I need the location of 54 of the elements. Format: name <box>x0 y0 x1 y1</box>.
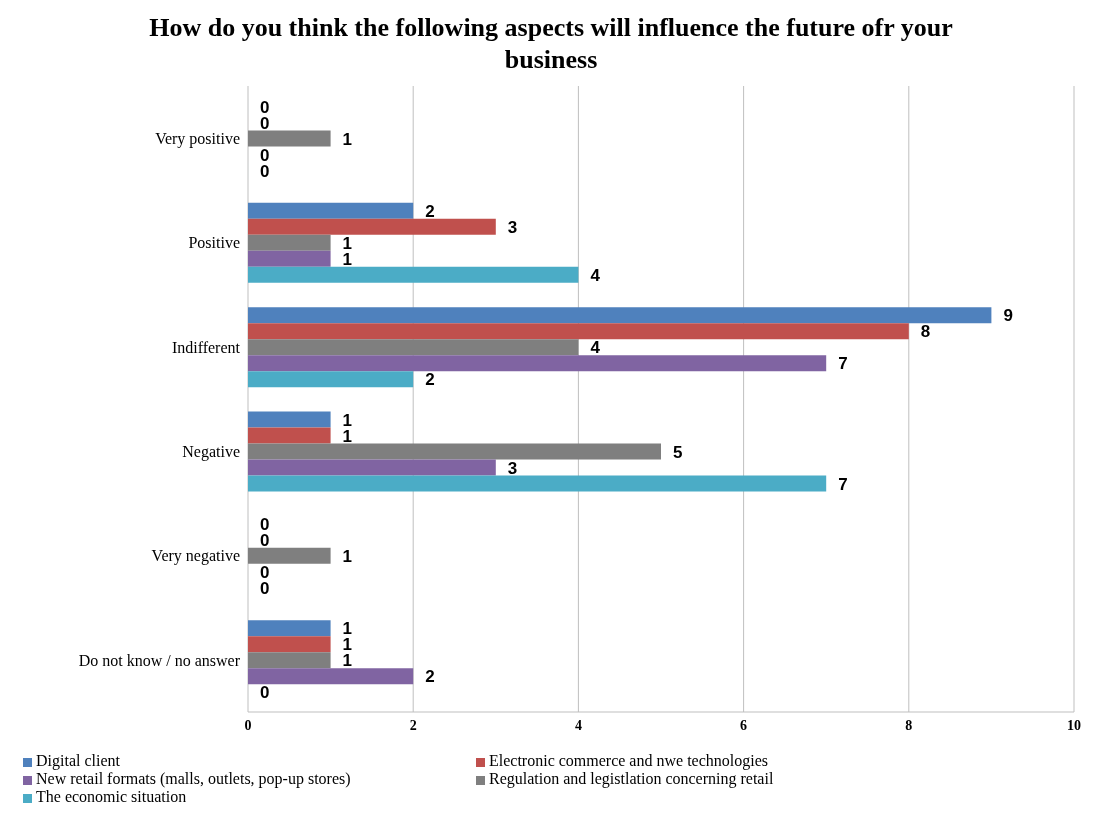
bar <box>248 459 496 476</box>
bar <box>248 475 827 492</box>
data-label: 2 <box>425 370 435 390</box>
bar <box>248 202 414 219</box>
y-tick-label: Negative <box>182 442 240 461</box>
data-label: 2 <box>425 201 435 221</box>
data-label: 7 <box>838 474 848 494</box>
x-tick-label: 10 <box>1067 717 1081 733</box>
data-label: 5 <box>673 442 683 462</box>
bar <box>248 339 579 356</box>
data-label: 4 <box>590 265 601 285</box>
legend-label: Electronic commerce and nwe technologies <box>489 752 769 770</box>
x-tick-label: 0 <box>244 717 252 733</box>
x-tick-label: 6 <box>740 717 748 733</box>
data-label: 3 <box>507 458 518 478</box>
legend-label: Regulation and legistlation concerning retail <box>489 770 775 788</box>
x-tick-label: 4 <box>574 717 582 733</box>
bar <box>248 443 661 460</box>
y-tick-label: Very negative <box>151 547 240 566</box>
y-tick-label: Do not know / no answer <box>78 651 241 669</box>
data-label: 1 <box>342 546 353 566</box>
bar <box>248 234 331 251</box>
data-label: 8 <box>920 322 931 342</box>
y-tick-label: Very positive <box>155 129 240 148</box>
data-label: 7 <box>838 354 848 374</box>
bar <box>248 130 331 147</box>
bar <box>248 307 992 324</box>
data-label: 2 <box>425 667 435 687</box>
y-tick-label: Indifferent <box>171 338 241 356</box>
data-label: 0 <box>260 683 270 703</box>
chart-title: How do you think the following aspects will influence the future ofr your business <box>148 12 954 76</box>
data-label: 9 <box>1003 306 1013 326</box>
bar <box>248 427 331 444</box>
legend-label: New retail formats (malls, outlets, pop-up stores) <box>36 770 352 788</box>
x-tick-label: 8 <box>905 717 913 733</box>
legend-label: Digital client <box>36 752 121 770</box>
bar <box>248 547 331 564</box>
data-label: 1 <box>342 129 353 149</box>
data-label: 4 <box>590 338 601 358</box>
bar <box>248 355 827 372</box>
bar <box>248 250 331 267</box>
y-tick-label: Positive <box>188 234 240 252</box>
data-label: 3 <box>507 217 518 237</box>
legend-label: The economic situation <box>36 788 188 806</box>
x-tick-label: 2 <box>409 717 417 733</box>
bar <box>248 218 496 235</box>
bar <box>248 411 331 428</box>
bar <box>248 620 331 637</box>
bar <box>248 636 331 653</box>
bar <box>248 266 579 283</box>
bar <box>248 668 414 685</box>
bar <box>248 371 414 388</box>
bar <box>248 323 909 340</box>
bar <box>248 652 331 669</box>
